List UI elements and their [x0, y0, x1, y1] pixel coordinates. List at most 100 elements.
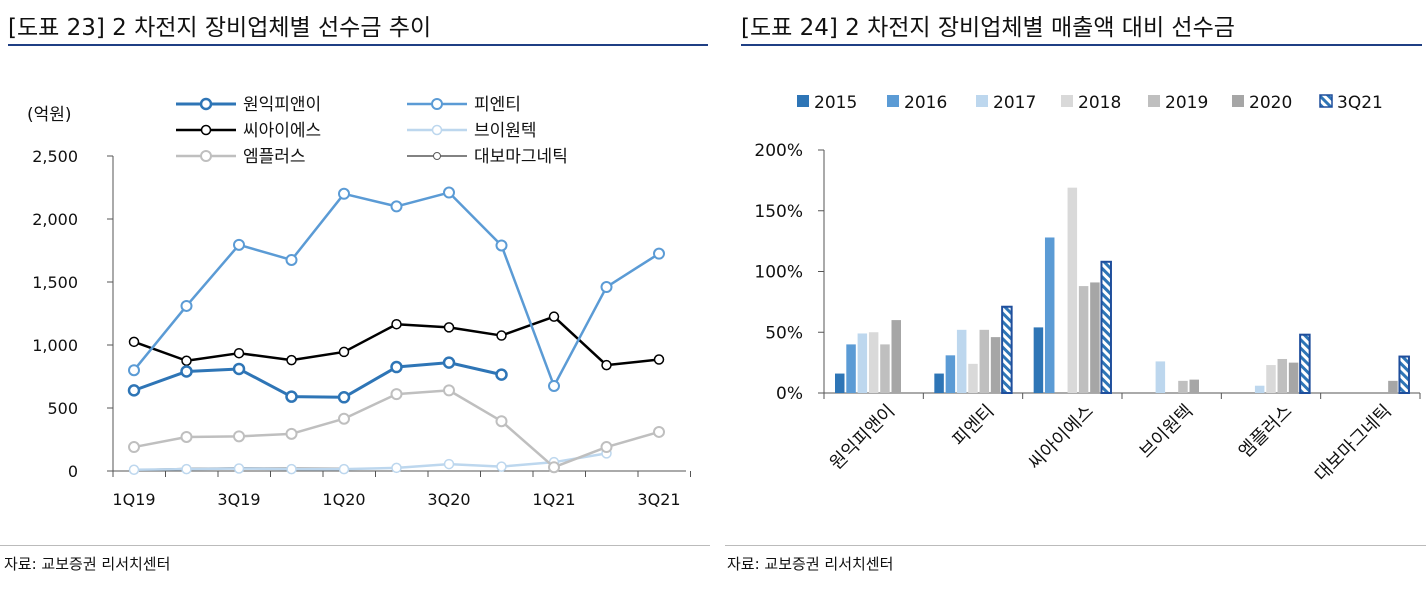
right-x-category-label: 엠플러스	[1235, 401, 1297, 463]
left-source: 자료: 교보증권 리서치센터	[4, 555, 171, 573]
bar-3Q21-피엔티	[1001, 305, 1013, 394]
right-y-tick-label: 200%	[754, 141, 803, 161]
data-point-엠플러스	[495, 415, 508, 428]
left-x-tick-label: 1Q20	[322, 490, 365, 509]
right-title-rule	[741, 44, 1422, 46]
legend-item-대보마그네틱: 대보마그네틱	[407, 147, 568, 167]
data-point-씨아이에스	[548, 311, 560, 322]
bar-2020-대보마그네틱	[1388, 380, 1398, 393]
data-point-원익피앤이	[390, 360, 403, 374]
data-point-엠플러스	[653, 425, 665, 438]
legend-item-씨아이에스: 씨아이에스	[176, 121, 321, 141]
data-point-씨아이에스	[338, 346, 350, 358]
bar-2019-엠플러스	[1277, 358, 1288, 393]
legend-item-엠플러스: 엠플러스	[176, 147, 306, 167]
left-source-rule	[0, 545, 710, 546]
legend-item-2019: 2019	[1148, 93, 1208, 113]
data-point-브이원텍	[443, 458, 455, 470]
data-point-원익피앤이	[127, 384, 141, 397]
bar-2020-엠플러스	[1288, 362, 1299, 393]
data-point-엠플러스	[180, 430, 193, 443]
data-point-원익피앤이	[442, 356, 456, 369]
left-y-tick-label: 2,500	[32, 147, 78, 166]
data-point-피엔티	[285, 253, 298, 266]
data-point-엠플러스	[390, 388, 403, 401]
series-line-원익피앤이	[133, 361, 502, 399]
legend-item-3Q21: 3Q21	[1319, 93, 1383, 113]
bar-2016-원익피앤이	[846, 344, 856, 393]
data-point-피엔티	[180, 299, 193, 312]
legend-swatch	[1061, 95, 1073, 107]
data-point-브이원텍	[181, 463, 192, 475]
bar-2015-씨아이에스	[1033, 327, 1044, 393]
series-line-브이원텍	[133, 452, 607, 471]
right-x-category-label: 브이원텍	[1136, 401, 1198, 463]
bar-2020-원익피앤이	[891, 320, 901, 393]
legend-item-피엔티: 피엔티	[407, 95, 521, 115]
right-y-tick-label: 100%	[754, 263, 803, 283]
data-point-브이원텍	[391, 462, 402, 474]
left-x-tick-label: 3Q20	[427, 490, 470, 509]
data-point-브이원텍	[233, 463, 245, 474]
legend-label: 3Q21	[1337, 93, 1383, 113]
left-y-tick-label: 0	[68, 462, 78, 481]
data-point-씨아이에스	[391, 318, 402, 330]
right-source: 자료: 교보증권 리서치센터	[727, 555, 894, 573]
data-point-씨아이에스	[233, 347, 245, 359]
legend-label: 2020	[1249, 93, 1292, 113]
data-point-엠플러스	[285, 427, 298, 440]
bar-2016-피엔티	[945, 355, 956, 393]
data-point-피엔티	[233, 238, 245, 251]
right-source-rule	[725, 545, 1426, 546]
data-point-원익피앤이	[495, 368, 508, 381]
legend-marker	[431, 98, 443, 110]
data-point-피엔티	[390, 200, 403, 213]
data-point-피엔티	[443, 186, 455, 199]
right-x-category-label: 원익피앤이	[826, 401, 899, 474]
bar-2018-씨아이에스	[1067, 187, 1078, 393]
legend-label: 원익피앤이	[243, 95, 321, 115]
left-x-tick-label: 1Q19	[112, 490, 155, 509]
left-y-tick-label: 2,000	[32, 210, 78, 229]
data-point-피엔티	[338, 187, 350, 200]
right-chart-title: [도표 24] 2 차전지 장비업체별 매출액 대비 선수금	[741, 15, 1235, 41]
left-y-tick-label: 1,500	[32, 273, 78, 292]
legend-swatch	[1232, 95, 1244, 107]
legend-item-2018: 2018	[1061, 93, 1121, 113]
legend-label: 2018	[1078, 93, 1121, 113]
left-x-tick-label: 3Q21	[637, 490, 680, 509]
legend-item-2017: 2017	[976, 93, 1036, 113]
data-point-브이원텍	[286, 463, 297, 475]
right-x-category-label: 씨아이에스	[1024, 401, 1097, 474]
legend-label: 2017	[993, 93, 1036, 113]
legend-label: 2019	[1165, 93, 1208, 113]
legend-label: 2015	[814, 93, 857, 113]
data-point-엠플러스	[128, 441, 140, 454]
left-chart-title: [도표 23] 2 차전지 장비업체별 선수금 추이	[8, 15, 432, 41]
legend-label: 씨아이에스	[243, 121, 321, 141]
right-x-category-label: 대보마그네틱	[1311, 401, 1396, 486]
right-y-tick-label: 150%	[754, 202, 803, 222]
legend-label: 엠플러스	[243, 147, 306, 167]
bar-2018-피엔티	[968, 363, 978, 393]
left-y-unit-label: (억원)	[27, 105, 72, 125]
bar-2019-씨아이에스	[1078, 286, 1089, 393]
data-point-엠플러스	[600, 441, 613, 454]
data-point-원익피앤이	[337, 391, 351, 404]
right-y-tick-label: 50%	[765, 323, 803, 343]
legend-swatch	[797, 95, 809, 107]
data-point-피엔티	[548, 379, 560, 392]
data-point-씨아이에스	[443, 322, 455, 333]
bar-2020-브이원텍	[1189, 379, 1199, 393]
data-point-피엔티	[128, 364, 140, 377]
bar-2020-씨아이에스	[1090, 282, 1100, 393]
left-title-rule	[8, 44, 708, 46]
legend-marker	[199, 97, 213, 111]
right-y-tick-label: 0%	[776, 384, 803, 404]
legend-label: 피엔티	[474, 95, 521, 115]
bar-2016-씨아이에스	[1044, 237, 1055, 393]
left-x-tick-label: 3Q19	[217, 490, 260, 509]
data-point-피엔티	[495, 239, 508, 252]
data-point-원익피앤이	[285, 390, 298, 403]
bar-2017-원익피앤이	[857, 333, 868, 393]
